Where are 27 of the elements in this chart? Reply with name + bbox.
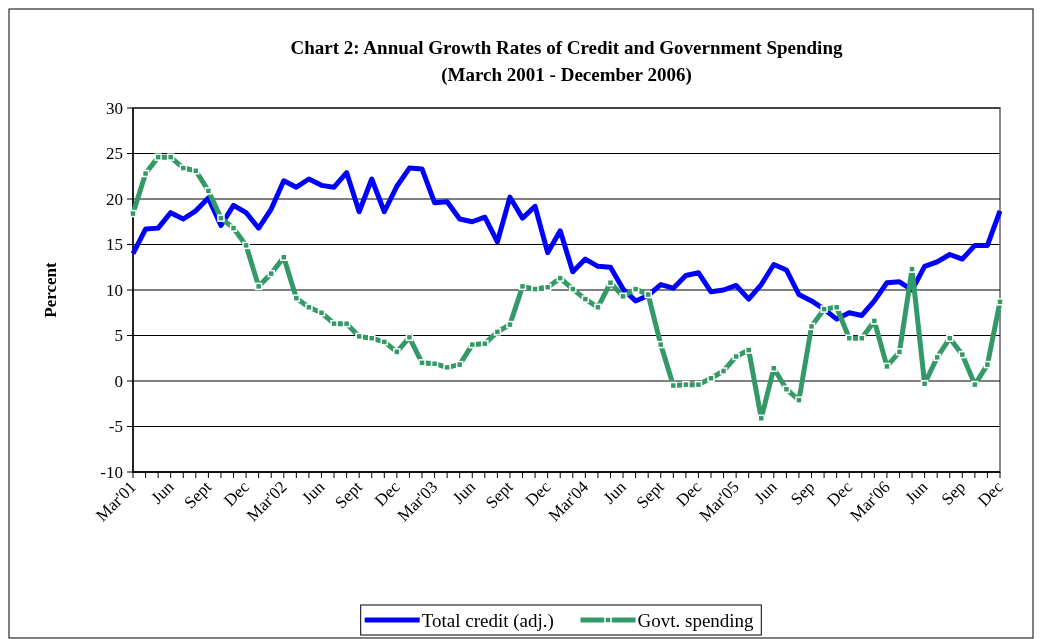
legend-label: Total credit (adj.) [421,609,554,632]
y-tick-label: 15 [106,235,123,255]
y-tick-label: 30 [106,98,123,118]
y-tick-label: 20 [106,189,123,209]
x-tick-label: Sep [937,477,970,509]
x-tick-label: Sep [786,477,819,509]
y-tick-label: 0 [114,371,123,391]
y-axis-title: Percent [41,261,60,318]
y-tick-label: 10 [106,280,123,300]
x-tick-label: Jun [901,477,932,508]
x-tick-label: Sept [180,477,216,513]
x-tick-label: Jun [147,477,178,508]
y-tick-label: -5 [108,417,123,437]
x-tick-label: Jun [599,477,631,508]
y-tick-label: 5 [114,326,123,346]
legend-label: Govt. spending [637,609,755,631]
x-tick-label: Sept [632,477,668,513]
chart-subtitle: (March 2001 - December 2006) [441,64,692,86]
chart-title: Chart 2: Annual Growth Rates of Credit and Government Spending [290,37,843,58]
x-tick-label: Jun [750,477,781,508]
y-tick-label: 25 [106,144,123,164]
x-tick-label: Jun [448,477,480,508]
x-tick-label: Sept [331,477,367,513]
x-tick-label: Sept [481,477,517,513]
x-tick-label: Dec [974,477,1008,511]
x-tick-label: Jun [298,477,329,508]
y-tick-label: -10 [100,462,123,482]
